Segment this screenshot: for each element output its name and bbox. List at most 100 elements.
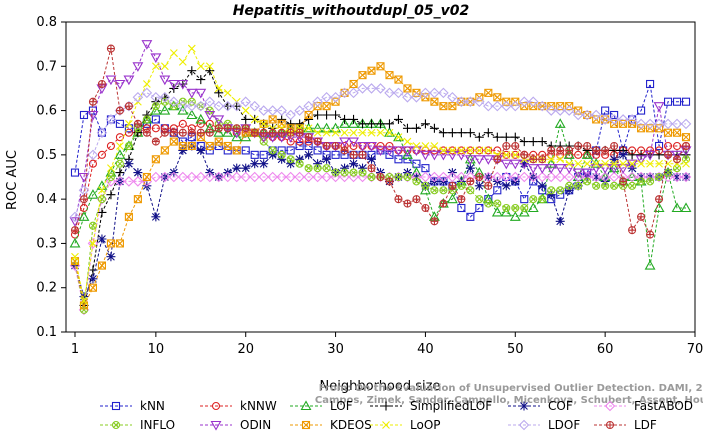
data-point xyxy=(437,150,449,161)
legend-item-loop: LoOP xyxy=(370,418,441,432)
data-point xyxy=(159,92,171,103)
data-point xyxy=(518,96,530,107)
data-point xyxy=(97,207,107,217)
data-point xyxy=(546,190,556,200)
data-point xyxy=(168,171,180,183)
x-tick-label: 60 xyxy=(597,342,614,357)
data-point xyxy=(511,150,520,159)
data-point xyxy=(672,97,682,106)
data-point xyxy=(241,106,250,115)
x-tick-label: 20 xyxy=(237,342,254,357)
data-point xyxy=(601,146,610,155)
data-point xyxy=(555,216,565,226)
data-point xyxy=(637,106,646,115)
data-point xyxy=(231,131,243,142)
data-point xyxy=(671,118,683,130)
data-point xyxy=(187,141,196,151)
x-tick-label: 50 xyxy=(507,342,524,357)
data-point xyxy=(381,401,391,411)
data-point xyxy=(214,84,223,93)
data-point xyxy=(132,176,144,187)
legend-label: LDOF xyxy=(548,418,580,432)
data-point xyxy=(124,141,133,151)
data-point xyxy=(115,119,124,128)
data-point xyxy=(681,141,691,151)
data-point xyxy=(385,150,394,159)
data-point xyxy=(340,163,350,173)
data-point xyxy=(384,119,394,129)
data-point xyxy=(628,181,637,190)
data-point xyxy=(474,181,484,191)
data-point xyxy=(554,118,566,128)
data-point xyxy=(160,128,169,137)
data-point xyxy=(466,186,475,195)
legend-item-cof: COF xyxy=(508,399,573,413)
data-point xyxy=(411,123,421,133)
data-point xyxy=(294,105,305,116)
data-point xyxy=(367,164,376,173)
data-point xyxy=(125,119,133,128)
data-point xyxy=(124,128,133,137)
data-point xyxy=(204,110,216,121)
data-point xyxy=(178,137,187,146)
data-point xyxy=(519,159,529,169)
data-point xyxy=(151,212,161,222)
legend-item-inflo: INFLO xyxy=(100,418,175,432)
data-point xyxy=(492,132,502,142)
data-point xyxy=(510,100,521,112)
data-point xyxy=(680,171,692,183)
data-point xyxy=(115,159,124,168)
data-point xyxy=(527,96,539,107)
data-point xyxy=(232,146,241,155)
data-point xyxy=(151,155,160,164)
data-point xyxy=(547,146,556,155)
legend-item-ldof: LDOF xyxy=(508,418,580,432)
data-point xyxy=(385,141,394,151)
data-point xyxy=(357,83,368,94)
data-point xyxy=(111,401,121,411)
data-point xyxy=(518,419,530,431)
data-point xyxy=(637,212,646,221)
data-point xyxy=(349,114,359,124)
data-point xyxy=(249,171,260,183)
legend-label: SimplifiedLOF xyxy=(410,399,492,413)
data-point xyxy=(457,203,466,213)
data-point xyxy=(186,171,198,183)
data-point xyxy=(599,171,611,183)
data-point xyxy=(475,172,484,182)
data-point xyxy=(222,171,234,183)
data-point xyxy=(655,195,664,204)
data-point xyxy=(493,155,502,164)
data-point xyxy=(322,110,332,120)
data-point xyxy=(583,159,592,168)
data-point xyxy=(304,124,313,133)
data-point xyxy=(295,119,305,129)
data-point xyxy=(348,118,359,128)
data-point xyxy=(509,159,521,170)
data-point xyxy=(511,150,520,159)
data-point xyxy=(142,128,151,137)
data-point xyxy=(672,164,682,173)
data-point xyxy=(160,146,169,155)
data-point xyxy=(672,155,682,164)
data-point xyxy=(339,137,350,148)
data-point xyxy=(439,186,448,195)
data-point xyxy=(259,159,269,169)
data-point xyxy=(321,122,333,133)
data-point xyxy=(331,128,340,137)
data-point xyxy=(565,159,574,168)
data-point xyxy=(527,202,539,213)
data-point xyxy=(466,146,475,155)
data-point xyxy=(456,171,467,183)
data-point xyxy=(160,62,169,71)
data-point xyxy=(646,230,655,239)
data-point xyxy=(636,150,646,160)
data-point xyxy=(213,127,225,137)
data-point xyxy=(456,128,466,138)
data-point xyxy=(340,128,349,137)
data-point xyxy=(605,420,615,430)
data-point xyxy=(88,97,98,106)
data-point xyxy=(88,274,98,284)
data-point xyxy=(448,102,457,111)
data-point xyxy=(601,159,610,168)
